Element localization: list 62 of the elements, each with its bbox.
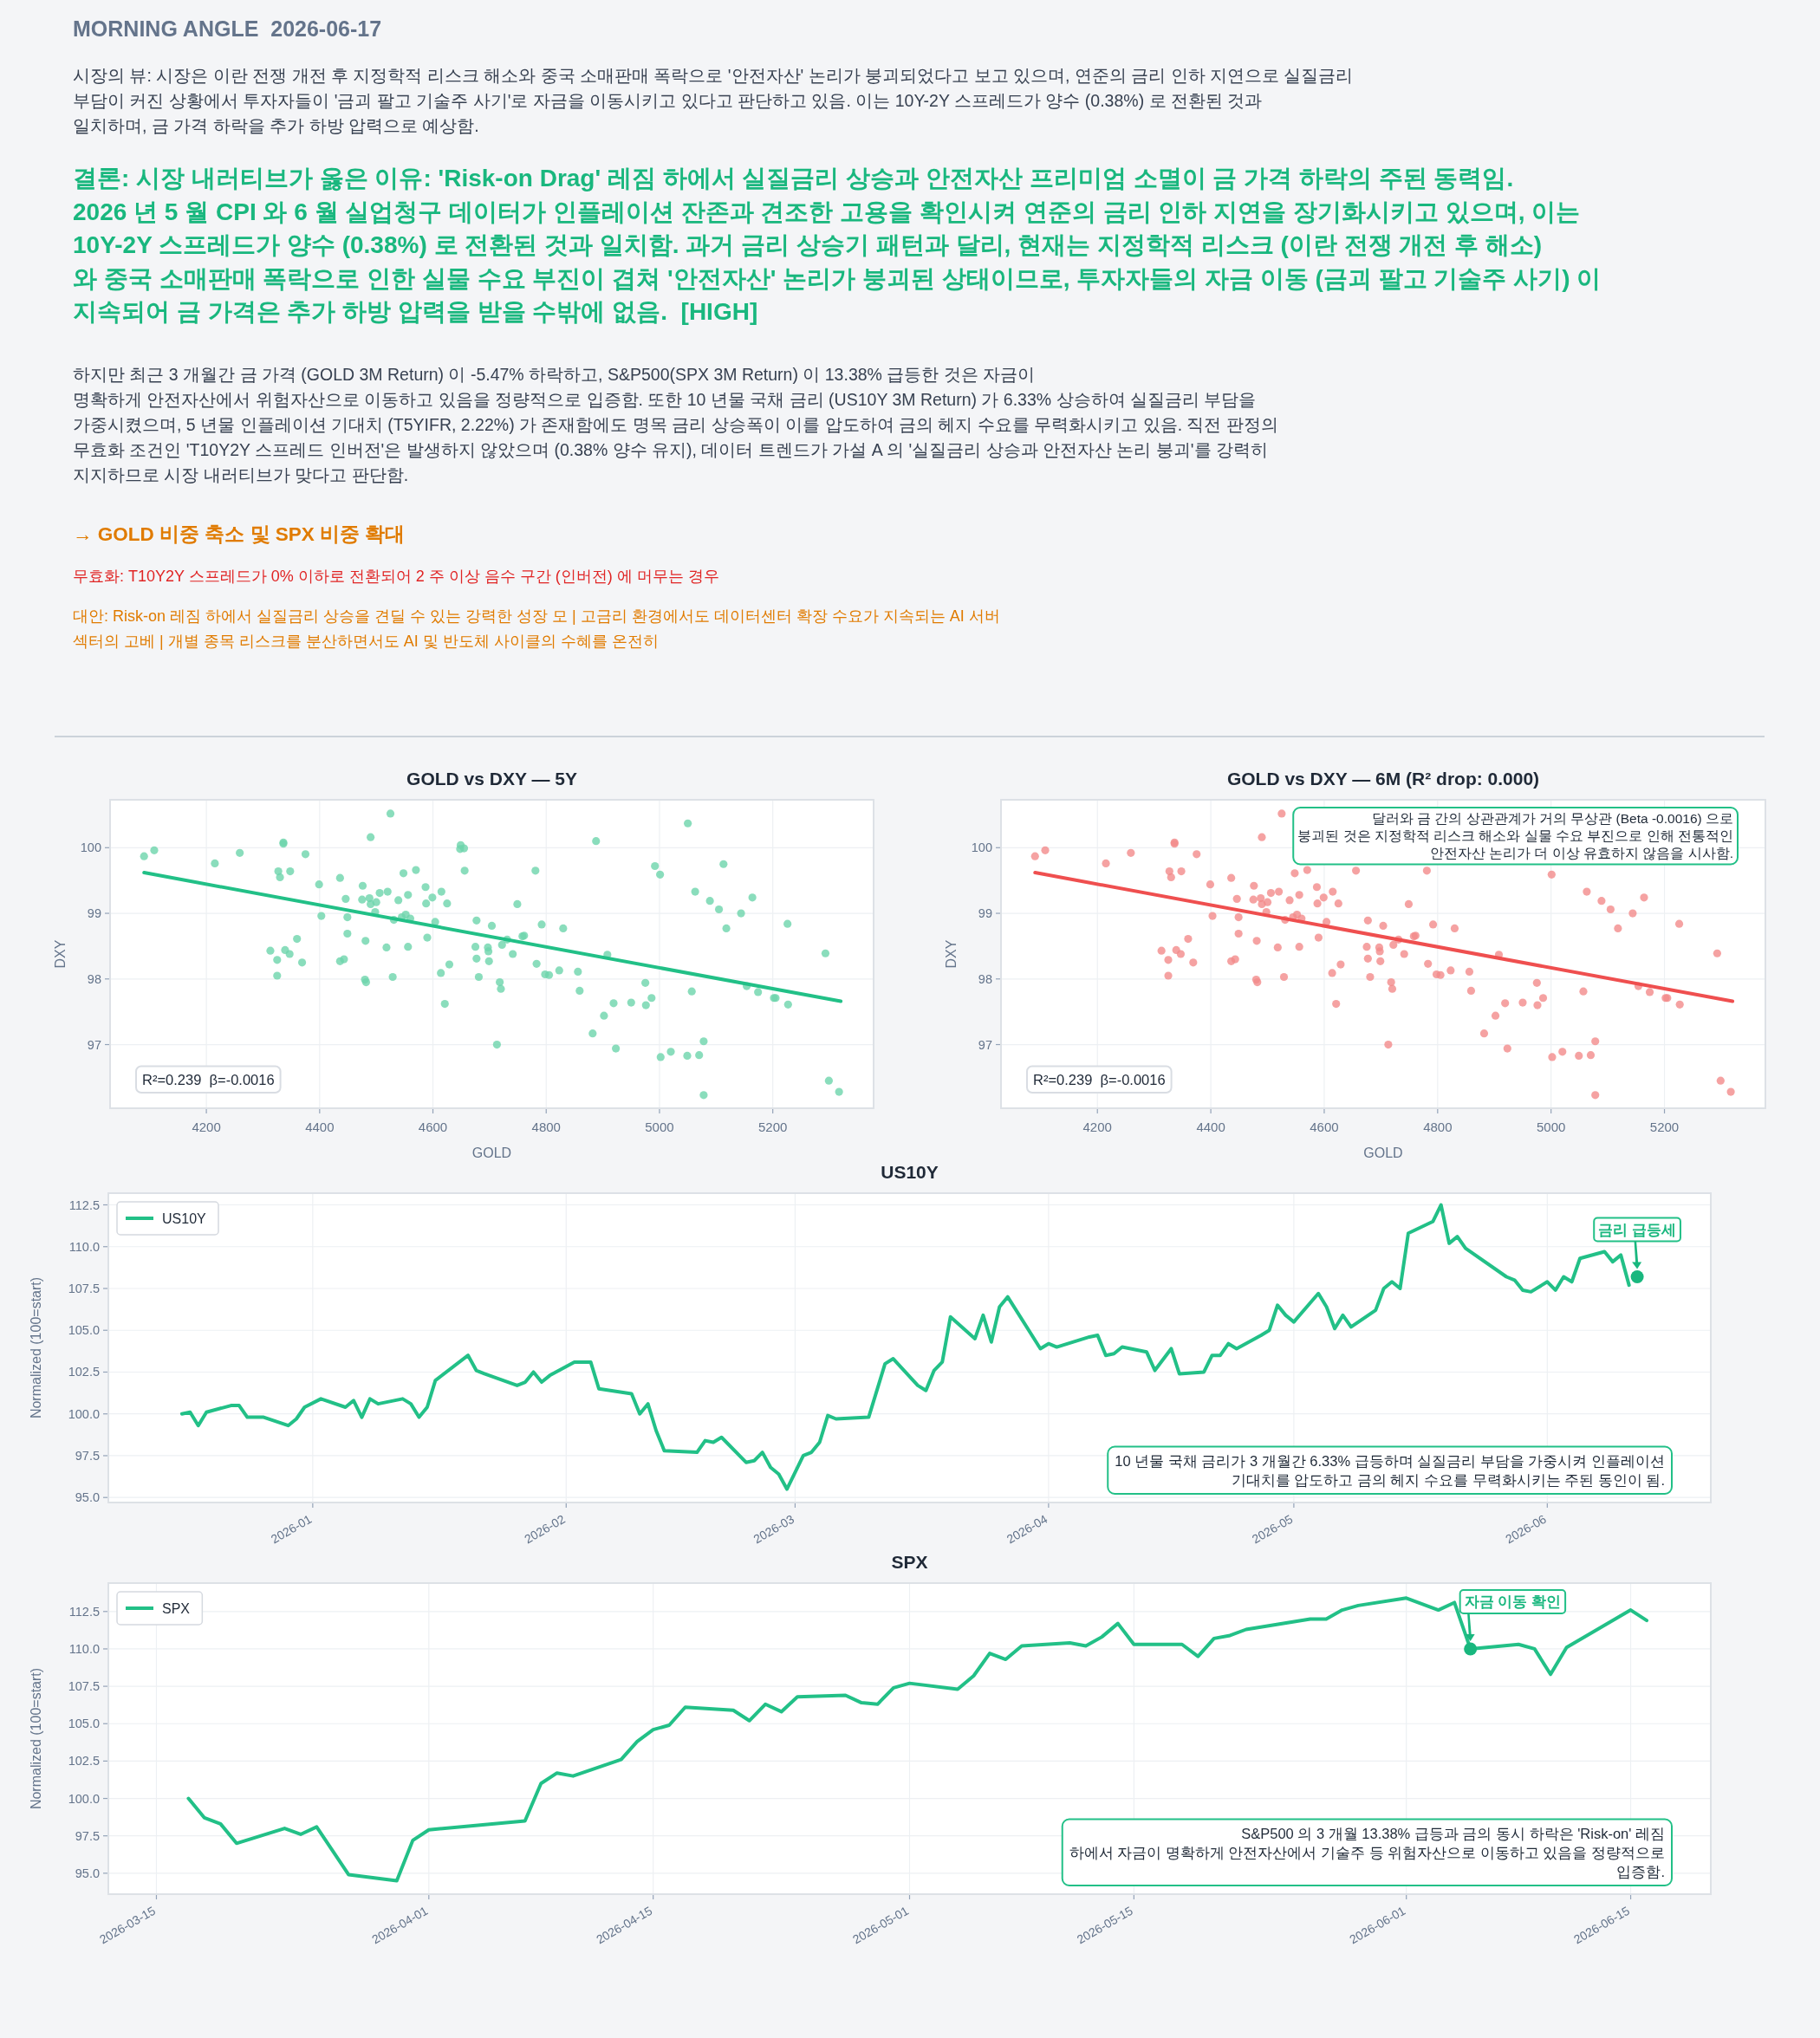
y-tick-label: 100.0	[68, 1791, 100, 1806]
chart-title: GOLD vs DXY — 5Y	[406, 769, 577, 789]
annotation: 달러와 금 간의 상관관계가 거의 무상관 (Beta -0.0016) 으로 붕괴된 것은 지정학적 리스크 해소와 실물 수요 부진으로 인해 전통적인 안전자산 논리가 더 이상 유효하지 않음을 시사함.	[1297, 811, 1733, 861]
y-tick-label: 112.5	[68, 1604, 100, 1619]
x-tick-label: 4600	[1310, 1120, 1339, 1134]
y-tick-label: 98	[978, 971, 992, 986]
x-axis-title: GOLD	[471, 1146, 512, 1160]
chart-title: US10Y	[881, 1162, 939, 1182]
x-tick-label: 5000	[645, 1120, 674, 1134]
y-tick-label: 112.5	[68, 1197, 100, 1212]
y-axis-title: Normalized (100=start)	[29, 1667, 43, 1810]
y-tick-label: 97.5	[75, 1448, 100, 1463]
y-tick-label: 99	[87, 906, 101, 921]
y-tick-label: 95.0	[75, 1490, 100, 1505]
legend-label: US10Y	[162, 1211, 207, 1226]
x-tick-label: 5200	[1649, 1120, 1680, 1134]
y-tick-label: 97.5	[75, 1828, 100, 1843]
legend-label: SPX	[162, 1601, 191, 1616]
annotation: R²=0.239 β=-0.0016	[1033, 1071, 1166, 1087]
y-tick-label: 100	[971, 841, 992, 855]
text: MORNING ANGLE 2026-06-17	[73, 16, 382, 41]
text: 대안: Risk-on 레짐 하에서 실질금리 상승을 견딜 수 있는 강력한 성장 모 | 고금리 환경에서도 데이터센터 확장 수요가 지속되는 AI 서버 섹터의 고베 | 개별 종목 리스크를 분산하면서도 AI 및 반도체 사이클의 수혜를 온전히	[73, 607, 1000, 650]
y-tick-label: 98	[87, 971, 101, 986]
x-tick-label: 4800	[1423, 1120, 1453, 1134]
annotation: 자금 이동 확인	[1464, 1593, 1562, 1611]
y-tick-label: 105.0	[68, 1717, 100, 1731]
y-tick-label: 107.5	[68, 1679, 100, 1694]
text: 시장의 뷰: 시장은 이란 전쟁 개전 후 지정학적 리스크 해소와 중국 소매판매 폭락으로 '안전자산' 논리가 붕괴되었다고 보고 있으며, 연준의 금리 인하 지연으로 실질금리 부담이 커진 상황에서 투자자들이 '금괴 팔고 기술주 사기'로 자금을 이동시키고 있다고 판단하고 있음. 이는 10Y-2Y 스프레드가 양수 (0.38%) 로 전환된 것과 일치하며, 금 가격 하락을 추가 하방 압력으로 예상함.	[73, 66, 1354, 135]
y-axis-title: DXY	[944, 939, 959, 969]
text: → GOLD 비중 축소 및 SPX 비중 확대	[73, 523, 406, 545]
y-tick-label: 110.0	[68, 1641, 100, 1656]
x-tick-label: 4400	[305, 1120, 335, 1134]
y-axis-title: DXY	[53, 939, 68, 969]
annotation: S&P500 의 3 개월 13.38% 급등과 금의 동시 하락은 'Risk-on' 레짐 하에서 자금이 명확하게 안전자산에서 기술주 등 위험자산으로 이동하고 있음을 정량적으로 입증함.	[1069, 1825, 1665, 1879]
annotation: R²=0.239 β=-0.0016	[142, 1071, 275, 1087]
annotation: 금리 급등세	[1598, 1221, 1676, 1238]
x-axis-title: GOLD	[1363, 1146, 1403, 1160]
x-tick-label: 4200	[1082, 1120, 1112, 1134]
y-tick-label: 105.0	[68, 1323, 100, 1338]
text: 무효화: T10Y2Y 스프레드가 0% 이하로 전환되어 2 주 이상 음수 구간 (인버전) 에 머무는 경우	[73, 568, 719, 585]
x-tick-label: 4200	[192, 1120, 221, 1134]
text: 하지만 최근 3 개월간 금 가격 (GOLD 3M Return) 이 -5.47% 하락하고, S&P500(SPX 3M Return) 이 13.38% 급등한 것은 자금이 명확하게 안전자산에서 위험자산으로 이동하고 있음을 정량적으로 입증함. 또한 10 년물 국채 금리 (US10Y 3M Return) 가 6.33% 상승하여 실질금리 부담을 가중시켰으며, 5 년물 인플레이션 기대치 (T5YIFR, 2.22%) 가 존재함에도 명목 금리 상승폭이 이를 압도하여 금의 헤지 수요를 무력화시키고 있음. 직전 판정의 무효화 조건인 'T10Y2Y 스프레드 인버전'은 발생하지 않았으며 (0.38% 양수 유지), 데이터 트렌드가 가설 A 의 '실질금리 상승과 안전자산 논리 붕괴'를 강력히 지지하므로 시장 내러티브가 맞다고 판단함.	[73, 365, 1278, 484]
x-tick-label: 4400	[1196, 1120, 1225, 1134]
y-tick-label: 97	[978, 1037, 992, 1052]
y-tick-label: 99	[978, 906, 992, 921]
y-tick-label: 110.0	[68, 1239, 100, 1254]
y-tick-label: 100	[80, 841, 101, 855]
x-tick-label: 4800	[531, 1120, 561, 1134]
chart-title: GOLD vs DXY — 6M (R² drop: 0.000)	[1226, 769, 1540, 789]
y-axis-title: Normalized (100=start)	[29, 1276, 43, 1419]
y-tick-label: 95.0	[75, 1866, 100, 1880]
text: 결론: 시장 내러티브가 옳은 이유: 'Risk-on Drag' 레짐 하에서 실질금리 상승과 안전자산 프리미엄 소멸이 금 가격 하락의 주된 동력임. 2026 년 5 월 CPI 와 6 월 실업청구 데이터가 인플레이션 잔존과 견조한 고용을 확인시켜 연준의 금리 인하 지연을 장기화시키고 있으며, 이는 10Y-2Y 스프레드가 양수 (0.38%) 로 전환된 것과 일치함. 과거 금리 상승기 패턴과 달리, 현재는 지정학적 리스크 (이란 전쟁 개전 후 해소) 와 중국 소매판매 폭락으로 인한 실물 수요 부진이 겹쳐 '안전자산' 논리가 붕괴된 상태이므로, 투자자들의 자금 이동 (금괴 팔고 기술주 사기) 이 지속되어 금 가격은 추가 하방 압력을 받을 수밖에 없음. [HIGH]	[73, 165, 1602, 326]
x-tick-label: 5000	[1536, 1120, 1566, 1134]
x-tick-label: 5200	[757, 1120, 788, 1134]
annotation: 10 년물 국채 금리가 3 개월간 6.33% 급등하며 실질금리 부담을 가중시켜 인플레이션 기대치를 압도하고 금의 헤지 수요를 무력화시키는 주된 동인이 됨.	[1115, 1452, 1665, 1488]
y-tick-label: 107.5	[68, 1281, 100, 1295]
y-tick-label: 102.5	[68, 1365, 100, 1379]
x-tick-label: 4600	[418, 1120, 448, 1134]
y-tick-label: 97	[87, 1037, 101, 1052]
y-tick-label: 100.0	[68, 1406, 100, 1421]
chart-title: SPX	[891, 1552, 928, 1572]
y-tick-label: 102.5	[68, 1754, 100, 1769]
